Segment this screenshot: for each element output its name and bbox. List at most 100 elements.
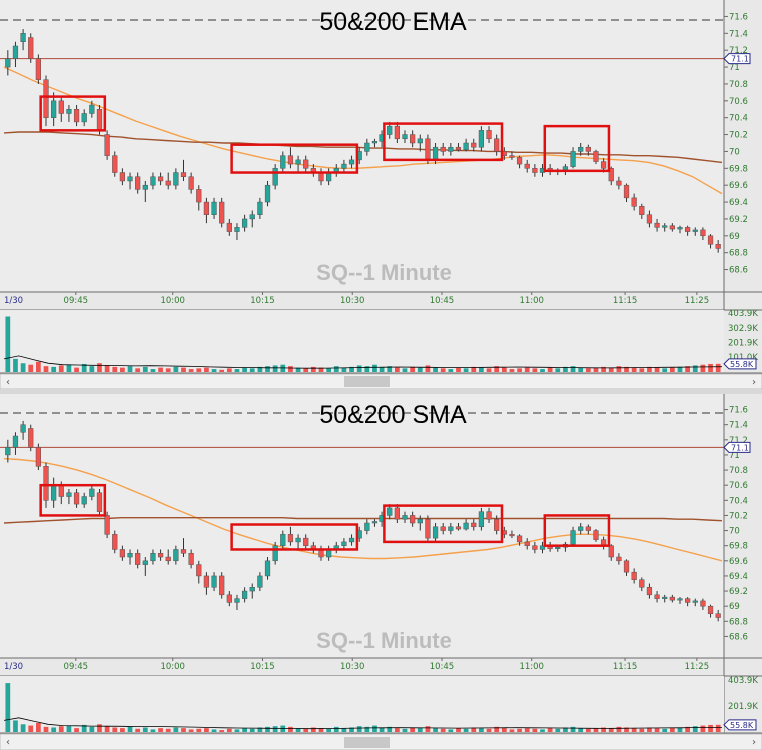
volume-bar	[479, 728, 484, 732]
volume-bar	[578, 728, 584, 732]
candle	[570, 147, 576, 169]
volume-pane-sma[interactable]	[0, 676, 724, 733]
candle-body-down	[303, 159, 309, 169]
time-tick-label: 11:25	[685, 662, 710, 672]
candle	[295, 534, 301, 550]
volume-last-badge	[723, 719, 757, 731]
candle-body-up	[463, 142, 469, 150]
price-axis-ema[interactable]	[724, 0, 762, 292]
candle-body-up	[272, 168, 278, 186]
candle	[639, 203, 645, 219]
candle-body-down	[58, 484, 64, 497]
candle-body-up	[463, 522, 469, 530]
price-tick-label: 69.2	[729, 215, 748, 225]
volume-bar	[310, 366, 316, 372]
candle-body-up	[173, 172, 179, 186]
volume-bar	[74, 728, 79, 732]
candle-body-down	[119, 172, 126, 182]
candle	[20, 420, 26, 440]
volume-bar	[616, 366, 622, 372]
chart-panel-ema: 50&200 EMA SQ--1 Minute 1/30 71.671.471.…	[0, 0, 762, 390]
price-tick-label: 70.4	[729, 496, 748, 506]
time-tick-label: 11:25	[685, 296, 710, 306]
candle	[127, 172, 133, 190]
candle	[662, 594, 668, 603]
volume-bar	[226, 728, 232, 732]
candle	[81, 492, 87, 508]
price-pane-sma[interactable]	[0, 394, 724, 658]
candle-body-down	[196, 189, 202, 203]
volume-bar	[234, 729, 240, 732]
candle	[219, 572, 225, 599]
volume-tick-label: 201.9K	[728, 702, 758, 712]
volume-bar	[219, 730, 225, 732]
candle-body-down	[471, 142, 477, 148]
price-badges: 71.1	[723, 441, 751, 453]
horizontal-scrollbar[interactable]: ‹ ›	[0, 733, 762, 750]
candle-body-up	[264, 560, 271, 577]
volume-bar	[242, 728, 247, 732]
scroll-right-icon[interactable]: ›	[752, 737, 756, 748]
scroll-right-icon[interactable]: ›	[752, 377, 756, 388]
volume-bar	[647, 727, 652, 732]
volume-bar	[28, 725, 34, 732]
volume-bar	[524, 728, 530, 732]
volume-bar	[372, 364, 377, 372]
volume-bar	[647, 366, 652, 372]
volume-bar	[173, 366, 179, 372]
price-axis-sma[interactable]	[724, 394, 762, 658]
reference-price-badge	[723, 441, 751, 453]
candle	[81, 109, 87, 127]
candle	[272, 541, 278, 565]
candle-body-down	[685, 227, 691, 232]
volume-bar	[494, 726, 500, 732]
candle-body-up	[249, 587, 255, 592]
candle-body-down	[425, 138, 431, 161]
candle	[287, 526, 294, 546]
volume-bar	[578, 367, 584, 372]
candle	[494, 134, 500, 156]
candle	[394, 121, 400, 143]
scroll-left-icon[interactable]: ‹	[6, 377, 10, 388]
candle	[364, 519, 370, 535]
volume-bar	[97, 363, 102, 372]
volume-ma-polyline	[3, 355, 723, 369]
candle-body-down	[593, 530, 599, 540]
volume-bar	[631, 367, 637, 372]
candle	[150, 172, 156, 190]
candle	[226, 218, 232, 236]
candle	[150, 549, 156, 565]
time-axis-ticks: 09:45 10:00 10:15 10:30 10:45 11:00 11:15 11:25	[64, 658, 710, 672]
horizontal-scrollbar[interactable]: ‹ ›	[0, 373, 762, 390]
candle-body-down	[486, 511, 492, 520]
volume-bar	[379, 366, 385, 372]
volume-bar	[89, 726, 95, 732]
candle	[5, 50, 11, 76]
candle-body-down	[715, 244, 721, 249]
volume-bar	[433, 367, 438, 372]
volume-pane-ema[interactable]	[0, 310, 724, 373]
candle-body-up	[387, 507, 393, 516]
candle-body-down	[608, 545, 614, 558]
candle	[173, 168, 179, 190]
candle-body-up	[448, 146, 454, 152]
volume-bar	[36, 722, 41, 732]
candle-body-down	[532, 168, 538, 173]
volume-bar	[486, 368, 492, 372]
scrollbar-thumb[interactable]	[344, 376, 390, 387]
candle	[707, 234, 714, 249]
date-label: 1/30	[4, 662, 23, 672]
candle	[539, 541, 546, 554]
volume-bar	[28, 364, 34, 372]
candle	[12, 432, 19, 455]
reference-price-badge-label: 71.1	[731, 443, 749, 452]
candle	[685, 597, 691, 607]
scroll-left-icon[interactable]: ‹	[6, 737, 10, 748]
candle	[478, 126, 485, 152]
price-pane-ema[interactable]	[0, 0, 724, 292]
price-tick-label: 69.8	[729, 164, 748, 174]
reference-price-badge-label: 71.1	[731, 55, 749, 64]
volume-tick-label: 403.9K	[728, 676, 758, 686]
candle-body-down	[104, 134, 110, 156]
scrollbar-thumb[interactable]	[344, 737, 390, 748]
